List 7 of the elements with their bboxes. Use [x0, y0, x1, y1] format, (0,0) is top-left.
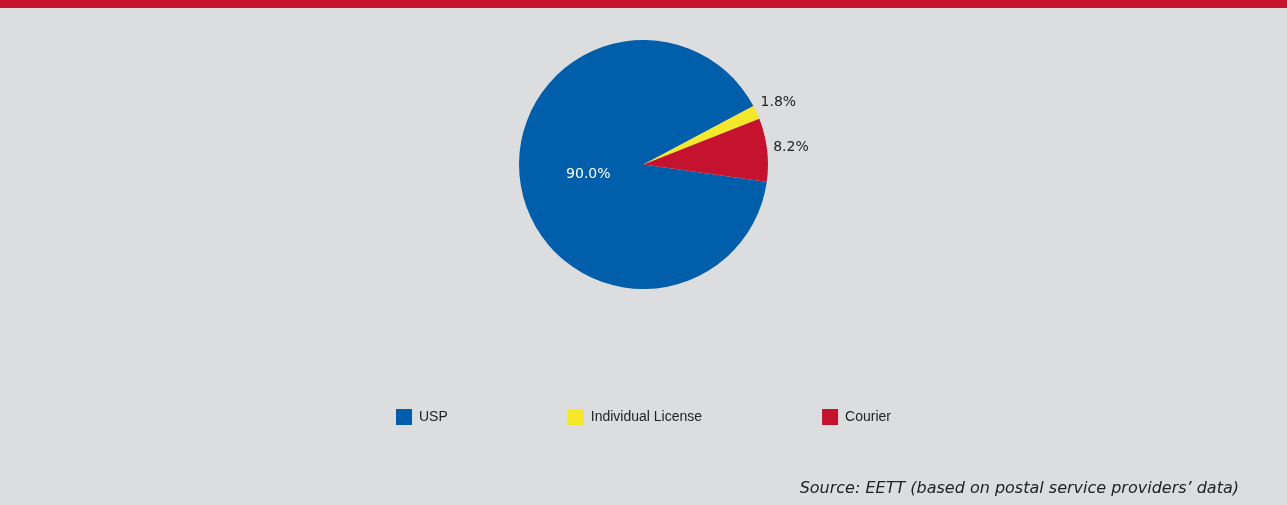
- data-label: 90.0%: [566, 164, 611, 181]
- legend-label: Courier: [845, 407, 892, 424]
- legend-label: USP: [419, 407, 448, 424]
- data-label: 8.2%: [773, 137, 809, 154]
- legend-label: Individual License: [590, 407, 703, 424]
- data-label: 1.8%: [760, 92, 797, 109]
- source-note: Source: EETT (based on postal service providers’ data): [799, 478, 1239, 497]
